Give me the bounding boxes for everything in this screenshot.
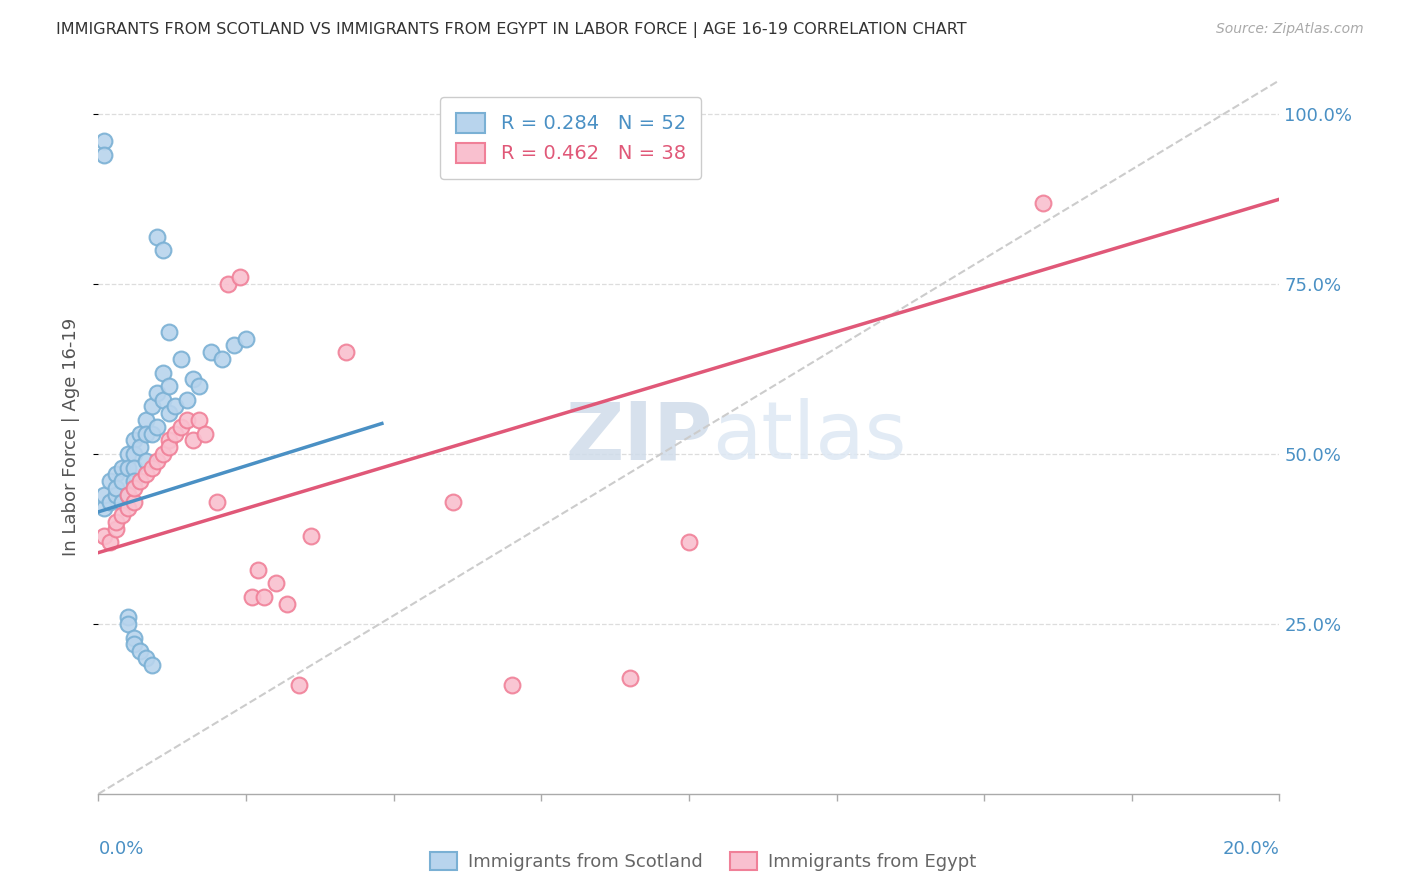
Point bbox=[141, 460, 163, 475]
Point bbox=[157, 440, 180, 454]
Point bbox=[152, 447, 174, 461]
Point bbox=[122, 631, 145, 645]
Text: Source: ZipAtlas.com: Source: ZipAtlas.com bbox=[1216, 22, 1364, 37]
Point bbox=[93, 148, 115, 162]
Point bbox=[205, 494, 228, 508]
Point bbox=[157, 379, 180, 393]
Point bbox=[217, 277, 239, 292]
Point bbox=[105, 481, 128, 495]
Point bbox=[170, 420, 193, 434]
Point bbox=[105, 522, 128, 536]
Point bbox=[141, 426, 163, 441]
Point bbox=[122, 637, 145, 651]
Point bbox=[181, 372, 204, 386]
Point bbox=[678, 535, 700, 549]
Point bbox=[176, 413, 198, 427]
Point bbox=[1032, 195, 1054, 210]
Point bbox=[122, 460, 145, 475]
Text: 20.0%: 20.0% bbox=[1223, 840, 1279, 858]
Point bbox=[117, 610, 139, 624]
Y-axis label: In Labor Force | Age 16-19: In Labor Force | Age 16-19 bbox=[62, 318, 80, 557]
Text: 0.0%: 0.0% bbox=[98, 840, 143, 858]
Point bbox=[146, 420, 169, 434]
Point bbox=[122, 434, 145, 448]
Point bbox=[128, 426, 150, 441]
Point bbox=[117, 460, 139, 475]
Point bbox=[128, 644, 150, 658]
Point bbox=[194, 426, 217, 441]
Point bbox=[111, 475, 134, 489]
Point bbox=[98, 535, 121, 549]
Point bbox=[240, 590, 263, 604]
Point bbox=[181, 434, 204, 448]
Point bbox=[157, 434, 180, 448]
Point bbox=[93, 501, 115, 516]
Point bbox=[135, 426, 157, 441]
Point bbox=[122, 481, 145, 495]
Point bbox=[229, 270, 252, 285]
Legend: R = 0.284   N = 52, R = 0.462   N = 38: R = 0.284 N = 52, R = 0.462 N = 38 bbox=[440, 97, 702, 179]
Point bbox=[187, 413, 209, 427]
Point bbox=[128, 440, 150, 454]
Point bbox=[141, 400, 163, 414]
Point bbox=[253, 590, 276, 604]
Point bbox=[176, 392, 198, 407]
Point bbox=[146, 385, 169, 400]
Point bbox=[135, 454, 157, 468]
Point bbox=[117, 501, 139, 516]
Point bbox=[187, 379, 209, 393]
Point bbox=[146, 454, 169, 468]
Point bbox=[276, 597, 298, 611]
Point bbox=[441, 494, 464, 508]
Point bbox=[165, 426, 187, 441]
Text: atlas: atlas bbox=[713, 398, 907, 476]
Point bbox=[117, 488, 139, 502]
Point bbox=[111, 508, 134, 523]
Point bbox=[299, 528, 322, 542]
Point bbox=[211, 351, 233, 366]
Point bbox=[165, 400, 187, 414]
Point bbox=[200, 345, 222, 359]
Point bbox=[105, 467, 128, 482]
Point bbox=[122, 447, 145, 461]
Point bbox=[98, 475, 121, 489]
Point bbox=[146, 229, 169, 244]
Point bbox=[117, 447, 139, 461]
Point bbox=[152, 392, 174, 407]
Point bbox=[122, 494, 145, 508]
Point bbox=[501, 678, 523, 692]
Point bbox=[122, 475, 145, 489]
Point bbox=[224, 338, 246, 352]
Point bbox=[170, 351, 193, 366]
Point bbox=[93, 135, 115, 149]
Point bbox=[135, 413, 157, 427]
Point bbox=[93, 488, 115, 502]
Point bbox=[157, 406, 180, 420]
Point bbox=[105, 488, 128, 502]
Point bbox=[93, 528, 115, 542]
Point bbox=[141, 657, 163, 672]
Point bbox=[152, 243, 174, 257]
Point bbox=[246, 563, 269, 577]
Point bbox=[135, 651, 157, 665]
Point bbox=[235, 332, 257, 346]
Point bbox=[152, 366, 174, 380]
Text: IMMIGRANTS FROM SCOTLAND VS IMMIGRANTS FROM EGYPT IN LABOR FORCE | AGE 16-19 COR: IMMIGRANTS FROM SCOTLAND VS IMMIGRANTS F… bbox=[56, 22, 967, 38]
Point bbox=[135, 467, 157, 482]
Text: ZIP: ZIP bbox=[565, 398, 713, 476]
Point bbox=[157, 325, 180, 339]
Point bbox=[111, 460, 134, 475]
Point bbox=[335, 345, 357, 359]
Point bbox=[117, 488, 139, 502]
Point bbox=[111, 494, 134, 508]
Point bbox=[98, 494, 121, 508]
Point bbox=[264, 576, 287, 591]
Point bbox=[288, 678, 311, 692]
Point bbox=[128, 475, 150, 489]
Legend: Immigrants from Scotland, Immigrants from Egypt: Immigrants from Scotland, Immigrants fro… bbox=[423, 845, 983, 879]
Point bbox=[619, 671, 641, 685]
Point bbox=[105, 515, 128, 529]
Point bbox=[117, 617, 139, 632]
